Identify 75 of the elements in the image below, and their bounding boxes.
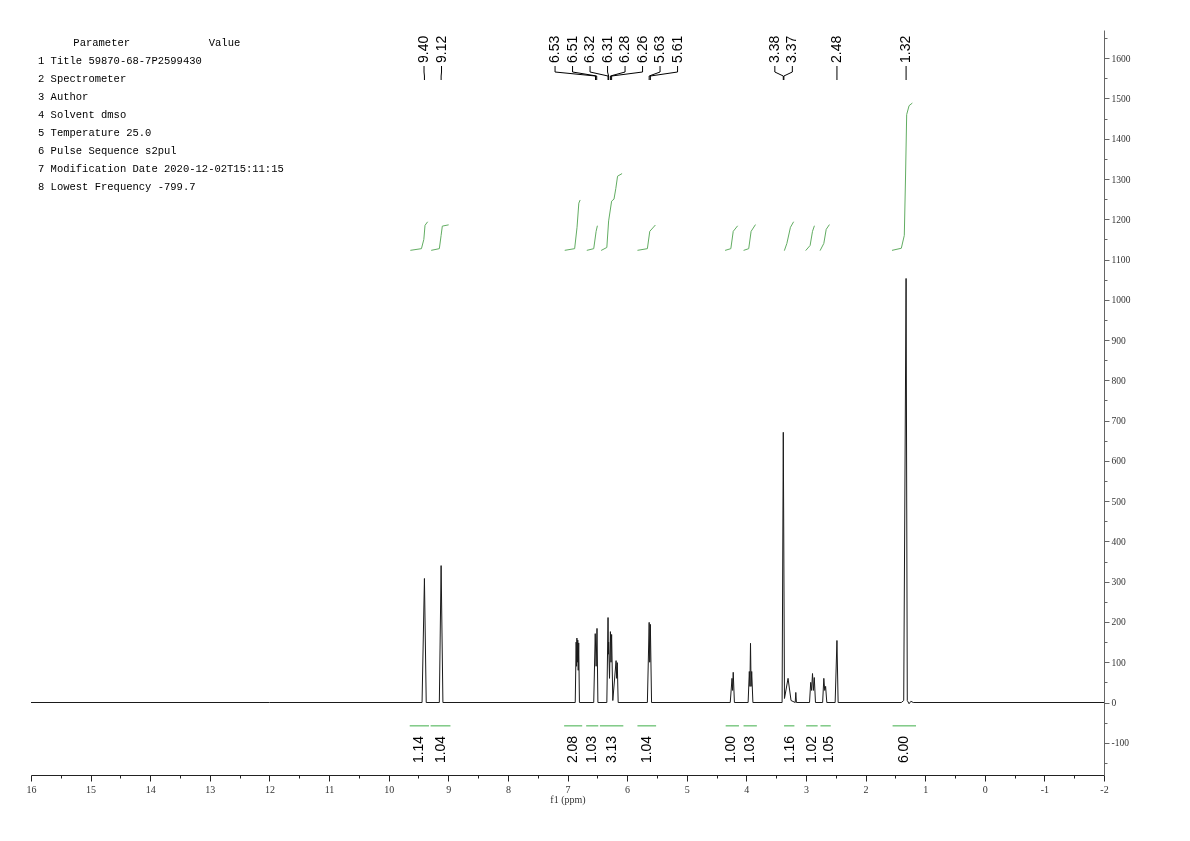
y-tick-label: 500 xyxy=(1111,496,1126,507)
annotation: 6.31 xyxy=(598,35,615,63)
x-tick-label: -2 xyxy=(1100,783,1109,795)
x-axis-title: f1 (ppm) xyxy=(550,793,586,806)
x-tick-label: 0 xyxy=(982,783,988,795)
y-tick-label: 1500 xyxy=(1111,93,1131,104)
annotation: 1.16 xyxy=(780,735,797,764)
y-tick-label: 200 xyxy=(1111,617,1126,628)
x-tick-label: -1 xyxy=(1040,783,1050,795)
y-tick-label: 1200 xyxy=(1111,214,1131,225)
y-tick-label: 300 xyxy=(1111,577,1126,588)
y-tick-label: 400 xyxy=(1111,536,1126,547)
x-tick-label: 4 xyxy=(744,783,750,795)
annotation: 6.26 xyxy=(633,35,650,63)
annotation: Parameter xyxy=(73,37,131,50)
annotation: 1.04 xyxy=(431,735,448,764)
annotation: 5.63 xyxy=(651,35,668,63)
y-tick-label: 100 xyxy=(1111,657,1126,668)
annotation: 1 Title 59870-68-7P2599430 xyxy=(38,55,202,68)
x-tick-label: 8 xyxy=(505,783,511,795)
annotation: 1.02 xyxy=(802,735,819,764)
y-tick-label: 1100 xyxy=(1111,255,1131,266)
x-tick-label: 1 xyxy=(923,783,929,795)
x-tick-label: 11 xyxy=(324,783,335,795)
y-tick-label: 1300 xyxy=(1111,174,1131,185)
annotation: 1.03 xyxy=(582,735,599,764)
y-tick-label: 1400 xyxy=(1111,134,1131,145)
y-tick-label: 800 xyxy=(1111,375,1126,386)
annotation: 3.13 xyxy=(602,735,619,764)
annotation: 4 Solvent dmso xyxy=(38,109,127,122)
annotation: 9.40 xyxy=(415,35,432,63)
x-tick-label: 2 xyxy=(863,783,869,795)
annotation: 6.32 xyxy=(581,35,598,63)
y-tick-label: 600 xyxy=(1111,456,1126,467)
y-tick-label: 0 xyxy=(1111,698,1117,709)
annotation: 1.14 xyxy=(410,735,427,764)
x-tick-label: 13 xyxy=(205,783,216,795)
annotation: 1.05 xyxy=(819,735,836,764)
y-tick-label: 900 xyxy=(1111,335,1126,346)
annotation: 5.61 xyxy=(668,35,685,63)
y-tick-label: 700 xyxy=(1111,416,1126,427)
line-series xyxy=(31,277,1104,705)
annotation: 2.08 xyxy=(564,735,581,764)
y-tick-label: 1600 xyxy=(1111,53,1131,64)
x-tick-label: 6 xyxy=(625,783,631,795)
annotation: 6.53 xyxy=(546,35,563,63)
annotation: 6 Pulse Sequence s2pul xyxy=(38,145,177,158)
x-tick-label: 7 xyxy=(565,783,571,795)
x-tick-label: 12 xyxy=(264,783,275,795)
annotation: 8 Lowest Frequency -799.7 xyxy=(38,181,196,194)
x-tick-label: 5 xyxy=(684,783,690,795)
annotation: 3 Author xyxy=(38,91,89,104)
x-tick-label: 10 xyxy=(384,783,395,795)
x-tick-label: 16 xyxy=(26,783,37,795)
x-tick-label: 3 xyxy=(803,783,809,795)
y-tick-label: 1000 xyxy=(1111,295,1131,306)
x-tick-label: 9 xyxy=(446,783,452,795)
annotation: 7 Modification Date 2020-12-02T15:11:15 xyxy=(38,163,284,176)
annotation: Value xyxy=(208,37,241,50)
annotation: 6.28 xyxy=(616,35,633,63)
annotation: 6.00 xyxy=(895,735,912,764)
annotation: 3.37 xyxy=(783,35,800,63)
x-tick-label: 14 xyxy=(145,783,156,795)
annotation: 1.03 xyxy=(740,735,757,764)
annotation: 6.51 xyxy=(563,35,580,63)
annotation: 1.04 xyxy=(638,735,655,764)
x-tick-label: 15 xyxy=(86,783,97,795)
annotation: 1.00 xyxy=(721,735,738,764)
annotation: 9.12 xyxy=(432,35,449,63)
y-tick-label: -100 xyxy=(1111,738,1130,749)
annotation: 2.48 xyxy=(827,35,844,63)
annotation: 5 Temperature 25.0 xyxy=(38,127,152,140)
annotation: 2 Spectrometer xyxy=(38,73,127,86)
annotation: 1.32 xyxy=(897,35,914,63)
annotation: 3.38 xyxy=(765,35,782,63)
